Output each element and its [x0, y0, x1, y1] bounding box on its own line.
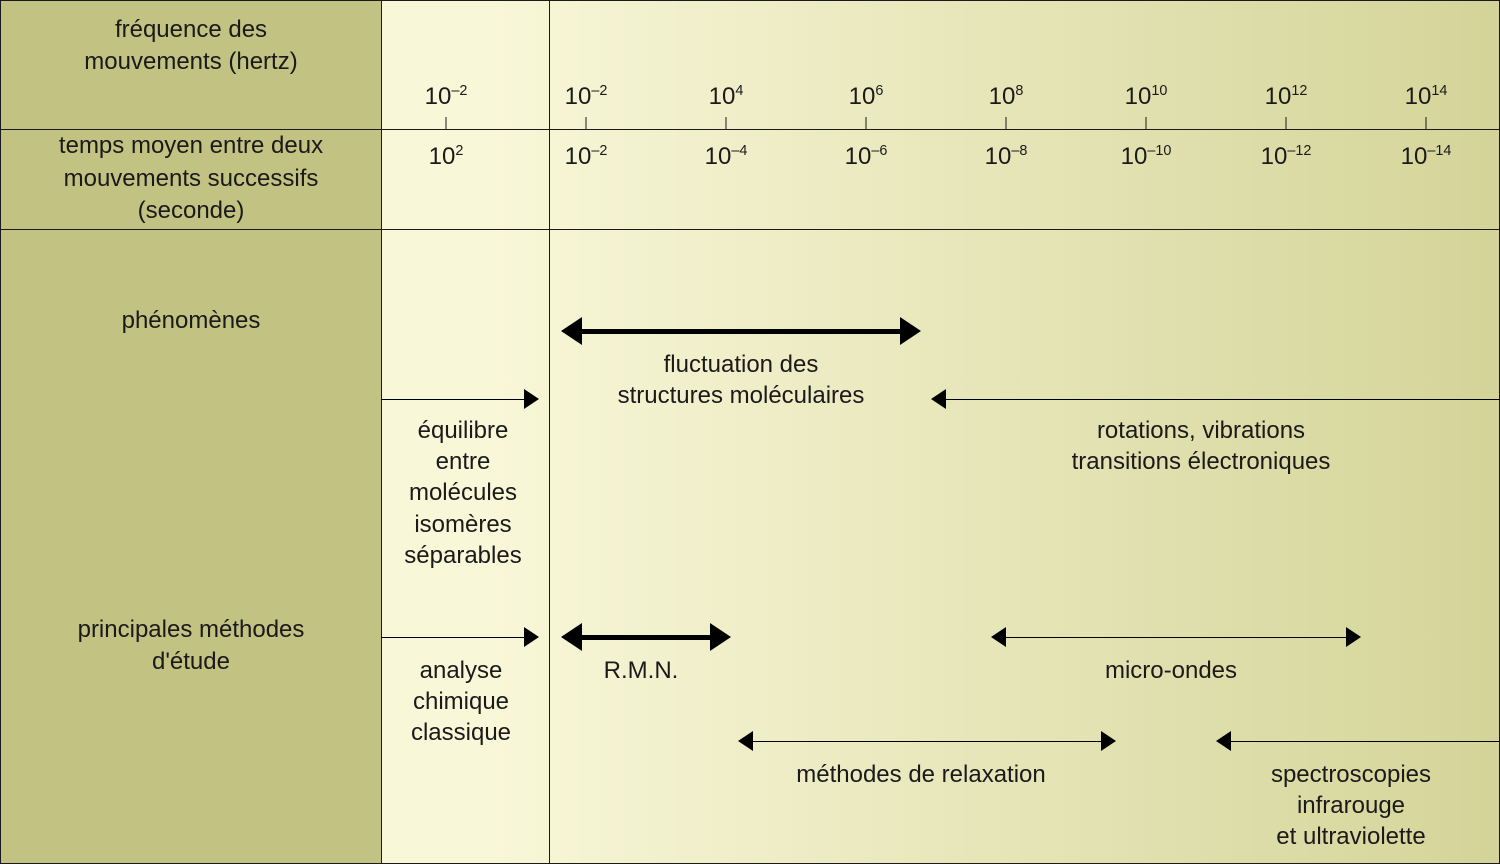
arrow-label-equil_arrow: équilibre entre molécules isomères sépar… — [378, 415, 548, 571]
arrow-head-icon — [710, 623, 731, 651]
arrow-equil_arrow — [381, 399, 526, 400]
arrow-head-icon — [991, 627, 1006, 647]
tick-label: 1010 — [1125, 83, 1168, 111]
tick-label: 10–4 — [705, 143, 748, 171]
arrow-head-icon — [561, 317, 582, 345]
tick-mark — [1146, 117, 1147, 129]
arrow-spectro_arrow — [1229, 741, 1500, 742]
arrow-head-icon — [931, 389, 946, 409]
tick-label: 10–2 — [425, 83, 468, 111]
arrow-head-icon — [1101, 731, 1116, 751]
arrow-head-icon — [900, 317, 921, 345]
tick-label: 108 — [989, 83, 1024, 111]
tick-label: 104 — [709, 83, 744, 111]
tick-mark — [586, 117, 587, 129]
arrow-label-rot_arrow: rotations, vibrations transitions électr… — [991, 415, 1411, 477]
arrow-rot_arrow — [944, 399, 1500, 400]
tick-label: 10–2 — [565, 83, 608, 111]
arrow-label-spectro_arrow: spectroscopies infrarouge et ultraviolet… — [1216, 759, 1486, 853]
tick-mark — [1286, 117, 1287, 129]
tick-label: 10–10 — [1121, 143, 1172, 171]
arrow-fluct_arrow — [579, 329, 903, 334]
tick-label: 10–14 — [1401, 143, 1452, 171]
arrow-head-icon — [1346, 627, 1361, 647]
arrow-acc_arrow — [381, 637, 526, 638]
arrow-label-relax_arrow: méthodes de relaxation — [761, 759, 1081, 790]
arrow-label-acc_arrow: analyse chimique classique — [381, 655, 541, 749]
tick-mark — [866, 117, 867, 129]
arrow-micro_arrow — [1004, 637, 1348, 638]
tick-label: 1012 — [1265, 83, 1308, 111]
arrow-head-icon — [561, 623, 582, 651]
row-divider-1 — [1, 229, 1499, 230]
tick-label: 10–8 — [985, 143, 1028, 171]
tick-mark — [726, 117, 727, 129]
arrow-head-icon — [1216, 731, 1231, 751]
tick-label: 10–2 — [565, 143, 608, 171]
arrow-head-icon — [738, 731, 753, 751]
arrow-head-icon — [524, 389, 539, 409]
row-label-phen: phénomènes — [1, 291, 381, 351]
tick-label: 10–12 — [1261, 143, 1312, 171]
tick-label: 10–6 — [845, 143, 888, 171]
tick-mark — [1006, 117, 1007, 129]
tick-mark — [446, 117, 447, 129]
tick-label: 106 — [849, 83, 884, 111]
row-label-time: temps moyen entre deux mouvements succes… — [1, 129, 381, 229]
arrow-label-rmn_arrow: R.M.N. — [581, 655, 701, 686]
arrow-relax_arrow — [751, 741, 1103, 742]
secondary-vertical-rule — [549, 1, 550, 863]
tick-mark — [1426, 117, 1427, 129]
tick-label: 102 — [429, 143, 464, 171]
arrow-head-icon — [524, 627, 539, 647]
tick-label: 1014 — [1405, 83, 1448, 111]
row-label-freq: fréquence des mouvements (hertz) — [1, 1, 381, 91]
arrow-rmn_arrow — [579, 635, 713, 640]
row-label-meth: principales méthodes d'étude — [1, 616, 381, 676]
arrow-label-micro_arrow: micro-ondes — [1061, 655, 1281, 686]
arrow-label-fluct_arrow: fluctuation des structures moléculaires — [571, 349, 911, 411]
